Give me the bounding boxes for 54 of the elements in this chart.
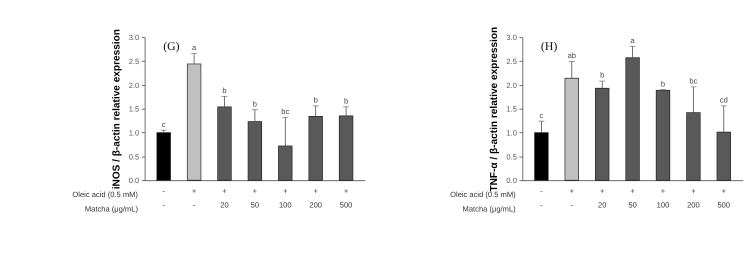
x-tick-label: + - xyxy=(192,186,197,210)
annotation: ab xyxy=(568,51,576,60)
annotation: cd xyxy=(720,96,728,105)
x-tick-label: + 100 xyxy=(278,186,292,210)
bar xyxy=(534,132,549,181)
annotation: b xyxy=(252,99,257,108)
x-tick-label: + 100 xyxy=(656,186,670,210)
y-tick-label: 2.0 xyxy=(506,80,517,90)
annotation: bc xyxy=(281,106,290,116)
chart-title: (G) xyxy=(163,40,180,53)
chart-title: (H) xyxy=(540,40,558,53)
annotation: b xyxy=(314,96,318,105)
y-tick-label: 3.0 xyxy=(128,33,140,42)
y-tick-label: 0.0 xyxy=(506,176,517,186)
y-tick-label: 0.0 xyxy=(128,176,140,186)
x-tick-label: + - xyxy=(570,186,575,210)
annotation: c xyxy=(162,120,166,129)
y-tick-label: 1.0 xyxy=(506,128,517,138)
annotation: b xyxy=(660,79,666,88)
y-tick-label: 2.5 xyxy=(506,57,517,66)
y-tick-label: 3.0 xyxy=(506,33,517,42)
text: Matcha (μg/mL) xyxy=(462,204,516,214)
y-tick-label: 1.5 xyxy=(506,104,517,114)
text: Oleic acid (0.5 mM) xyxy=(450,190,516,200)
bar xyxy=(186,64,202,181)
y-tick-label: 2.0 xyxy=(128,80,140,90)
text: Matcha (μg/mL) xyxy=(84,204,138,214)
x-tick-label: + 200 xyxy=(309,186,322,210)
x-tick-label: + 20 xyxy=(598,186,606,210)
annotation: a xyxy=(192,43,197,52)
text: Oleic acid (0.5 mM) xyxy=(72,190,138,200)
x-tick-label: - - xyxy=(162,186,166,210)
annotation: a xyxy=(630,36,636,45)
x-tick-label: + 50 xyxy=(250,186,260,210)
x-tick-label: + 20 xyxy=(220,186,229,210)
x-tick-label: + 500 xyxy=(340,186,352,210)
y-tick-label: 0.5 xyxy=(128,152,140,162)
y-tick-label: 0.5 xyxy=(506,152,517,162)
bar xyxy=(156,132,171,181)
y-tick-label: 1.0 xyxy=(128,128,140,138)
bar xyxy=(564,78,579,181)
annotation: c xyxy=(540,110,544,120)
annotation: b xyxy=(600,70,604,80)
y-tick-label: 2.5 xyxy=(128,57,140,66)
annotation: b xyxy=(344,96,348,106)
y-tick-label: 1.5 xyxy=(128,104,140,114)
y-axis-title: TNF-α / β-actin relative expression xyxy=(489,26,500,192)
x-tick-label: + 200 xyxy=(687,186,700,210)
annotation: b xyxy=(222,86,227,95)
x-tick-label: - - xyxy=(540,186,544,210)
x-tick-label: + 500 xyxy=(717,186,730,210)
x-tick-label: + 50 xyxy=(628,186,637,210)
y-axis-title: iNOS / β-actin relative expression xyxy=(111,29,122,190)
annotation: bc xyxy=(689,76,698,86)
